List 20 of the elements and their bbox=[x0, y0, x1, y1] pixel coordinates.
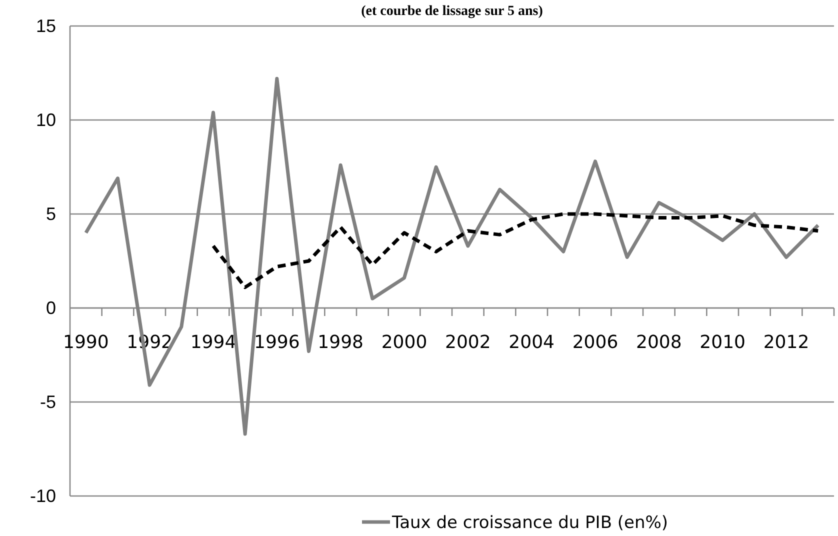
x-tick-label: 2000 bbox=[381, 332, 428, 353]
x-tick-label: 2002 bbox=[445, 332, 491, 353]
y-tick-label: 10 bbox=[36, 110, 56, 130]
y-tick-label: 15 bbox=[36, 16, 56, 36]
x-tick-label: 2008 bbox=[636, 332, 682, 353]
x-tick-label: 2006 bbox=[572, 332, 618, 353]
x-tick-label: 1994 bbox=[190, 332, 236, 353]
x-tick-label: 2012 bbox=[763, 332, 810, 353]
legend-label: Taux de croissance du PIB (en%) bbox=[391, 513, 668, 533]
x-tick-label: 1990 bbox=[63, 332, 109, 353]
line-series bbox=[212, 212, 820, 290]
x-tick-label: 1996 bbox=[254, 332, 300, 353]
x-tick-label: 1998 bbox=[318, 332, 364, 353]
x-tick-label: 2004 bbox=[508, 332, 554, 353]
y-tick-label: -5 bbox=[40, 392, 56, 412]
x-tick-label: 2010 bbox=[700, 332, 746, 353]
y-tick-label: 0 bbox=[46, 298, 56, 318]
chart-title: (et courbe de lissage sur 5 ans) bbox=[361, 4, 544, 19]
y-tick-label: -10 bbox=[30, 486, 56, 506]
y-tick-label: 5 bbox=[46, 204, 56, 224]
